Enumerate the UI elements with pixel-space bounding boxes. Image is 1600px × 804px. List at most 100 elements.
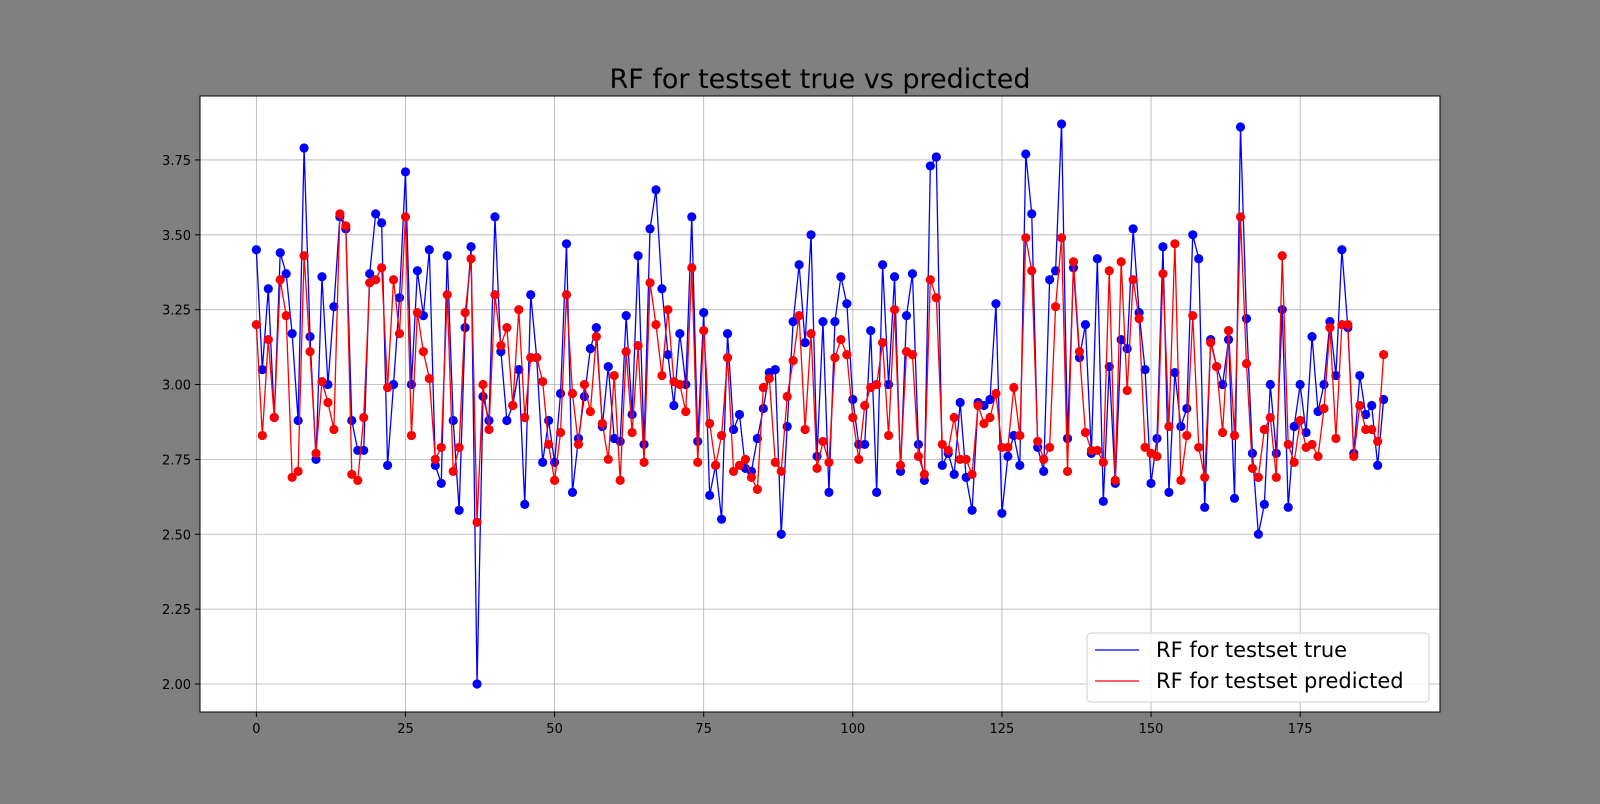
x-tick-label: 125 bbox=[990, 722, 1015, 737]
data-point bbox=[687, 212, 697, 222]
data-point bbox=[1182, 430, 1192, 441]
data-point bbox=[693, 457, 703, 467]
data-point bbox=[782, 391, 792, 402]
series-predicted bbox=[251, 209, 1389, 527]
x-tick-label: 100 bbox=[840, 722, 865, 737]
data-point bbox=[949, 412, 959, 423]
data-point bbox=[1039, 454, 1049, 464]
data-point bbox=[382, 382, 393, 393]
data-point bbox=[591, 323, 601, 333]
data-point bbox=[1062, 466, 1073, 476]
data-point bbox=[1116, 257, 1126, 267]
data-point bbox=[716, 514, 727, 524]
data-point bbox=[699, 308, 709, 318]
data-point bbox=[722, 352, 733, 363]
data-point bbox=[532, 352, 542, 363]
data-point bbox=[836, 272, 846, 282]
data-point bbox=[347, 415, 357, 426]
data-point bbox=[561, 290, 572, 300]
data-point bbox=[579, 379, 590, 390]
data-point bbox=[1235, 122, 1246, 132]
data-point bbox=[1355, 400, 1365, 411]
data-point bbox=[669, 400, 679, 411]
data-point bbox=[734, 409, 745, 420]
data-point bbox=[1021, 149, 1031, 159]
data-point bbox=[872, 379, 882, 390]
data-point bbox=[347, 469, 357, 479]
data-point bbox=[442, 251, 452, 261]
data-point bbox=[412, 308, 422, 318]
data-point bbox=[514, 305, 524, 315]
data-point bbox=[436, 478, 446, 488]
y-tick-label: 2.50 bbox=[162, 528, 191, 543]
data-point bbox=[907, 269, 918, 279]
data-point bbox=[621, 311, 631, 321]
data-point bbox=[603, 361, 613, 372]
data-point bbox=[1068, 257, 1079, 267]
data-point bbox=[1200, 502, 1210, 512]
data-point bbox=[913, 451, 924, 462]
data-point bbox=[1062, 433, 1073, 444]
data-point bbox=[1361, 409, 1371, 420]
data-point bbox=[860, 439, 870, 450]
data-point bbox=[371, 209, 381, 219]
data-point bbox=[263, 284, 273, 294]
y-tick-label: 3.25 bbox=[162, 304, 191, 319]
data-point bbox=[275, 275, 285, 285]
axis-ticks: 0 25 50 75 100 125 150 175 2.00 2.25 2.50 2.75 3.00 3… bbox=[162, 154, 1313, 737]
data-point bbox=[901, 311, 912, 321]
data-point bbox=[687, 263, 697, 273]
data-point bbox=[424, 373, 434, 384]
data-point bbox=[967, 505, 977, 515]
data-point bbox=[806, 329, 816, 339]
data-point bbox=[889, 272, 900, 282]
data-point bbox=[1331, 433, 1341, 444]
data-point bbox=[257, 430, 267, 441]
data-point bbox=[573, 439, 584, 450]
data-point bbox=[806, 230, 816, 240]
data-point bbox=[1253, 529, 1263, 539]
data-point bbox=[854, 454, 864, 464]
data-point bbox=[538, 457, 548, 467]
data-point bbox=[967, 469, 977, 479]
data-point bbox=[728, 466, 739, 476]
data-point bbox=[490, 212, 500, 222]
data-point bbox=[997, 508, 1007, 518]
data-point bbox=[448, 415, 458, 426]
data-point bbox=[400, 212, 411, 222]
y-tick-label: 2.00 bbox=[162, 678, 191, 693]
data-point bbox=[454, 442, 464, 453]
data-point bbox=[1045, 442, 1055, 453]
data-point bbox=[633, 341, 643, 351]
data-point bbox=[985, 394, 995, 405]
data-point bbox=[1122, 385, 1132, 396]
data-point bbox=[824, 457, 834, 467]
data-point bbox=[257, 364, 267, 375]
legend-label: RF for testset predicted bbox=[1156, 669, 1404, 693]
data-point bbox=[1128, 224, 1138, 234]
x-tick-label: 150 bbox=[1139, 722, 1164, 737]
data-point bbox=[621, 346, 631, 357]
data-point bbox=[1289, 457, 1299, 467]
data-point bbox=[329, 424, 339, 435]
data-point bbox=[1080, 320, 1091, 330]
data-point bbox=[1295, 379, 1305, 390]
data-point bbox=[716, 430, 727, 441]
data-point bbox=[400, 167, 411, 177]
data-point bbox=[1229, 493, 1240, 503]
data-point bbox=[251, 320, 261, 330]
data-point bbox=[645, 224, 655, 234]
data-point bbox=[991, 299, 1001, 309]
data-point bbox=[836, 335, 846, 345]
data-point bbox=[860, 400, 870, 411]
data-point bbox=[377, 218, 387, 228]
data-point bbox=[1265, 412, 1275, 423]
data-point bbox=[955, 397, 965, 408]
data-point bbox=[299, 143, 309, 153]
grid-lines bbox=[200, 96, 1440, 712]
data-point bbox=[359, 412, 369, 423]
legend-label: RF for testset true bbox=[1156, 638, 1347, 662]
y-tick-label: 2.75 bbox=[162, 453, 191, 468]
data-point bbox=[1253, 472, 1263, 482]
